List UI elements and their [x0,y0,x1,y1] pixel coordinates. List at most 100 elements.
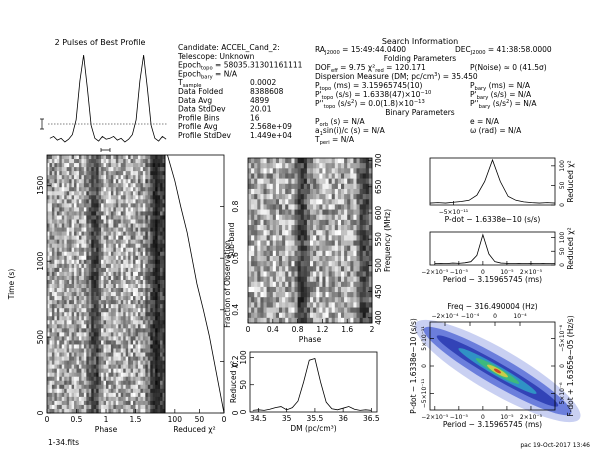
noise-cell [51,175,55,180]
noise-cell [113,271,117,277]
noise-cell [135,163,139,168]
noise-cell [160,380,163,386]
noise-cell [266,281,270,288]
noise-cell [145,175,149,180]
noise-cell [123,352,126,357]
x-tick-label: 2 [370,325,375,334]
noise-cell [115,223,119,228]
noise-cell [66,348,70,353]
noise-cell [285,317,289,324]
noise-cell [110,175,114,180]
noise-cell [260,286,264,293]
noise-cell [157,155,161,160]
noise-cell [133,400,136,406]
noise-cell [147,288,151,293]
noise-cell [316,214,320,221]
noise-cell [300,317,305,324]
noise-cell [110,203,114,208]
noise-cell [279,276,283,283]
noise-cell [76,171,80,176]
noise-cell [263,158,267,164]
noise-cell [160,239,163,244]
noise-cell [93,340,97,345]
noise-cell [137,267,141,273]
noise-cell [120,340,124,345]
noise-cell [331,158,336,164]
noise-cell [334,297,339,303]
noise-cell [272,163,277,169]
noise-cell [248,178,252,185]
noise-cell [285,292,289,298]
noise-cell [347,235,351,241]
noise-cell [113,284,117,289]
noise-cell [282,178,286,185]
noise-cell [150,396,154,402]
noise-cell [160,187,163,192]
noise-cell [115,320,119,325]
noise-cell [130,392,134,398]
noise-cell [56,279,60,285]
noise-cell [115,199,119,204]
noise-cell [347,158,351,164]
noise-cell [147,247,151,253]
noise-cell [269,225,274,231]
noise-cell [101,267,104,273]
y2-tick-label: 500 [374,258,383,273]
noise-cell [113,219,117,224]
noise-cell [59,300,63,305]
noise-cell [291,317,295,324]
noise-cell [81,380,85,386]
noise-cell [76,316,80,321]
noise-cell [54,352,58,357]
noise-cell [93,388,97,394]
noise-cell [157,340,161,345]
noise-cell [59,296,63,301]
noise-cell [96,195,99,200]
noise-cell [49,392,53,398]
noise-cell [78,167,82,172]
noise-cell [108,372,112,378]
noise-cell [56,271,60,277]
noise-cell [74,308,77,313]
noise-cell [81,400,85,406]
noise-cell [142,175,146,180]
noise-cell [47,263,50,269]
noise-cell [263,312,267,319]
text-fragment: (s/s) = N/A [488,90,532,99]
noise-cell [152,376,156,382]
noise-cell [106,211,109,216]
noise-cell [54,199,58,204]
noise-cell [86,171,90,176]
noise-cell [128,259,131,265]
noise-cell [322,158,326,164]
noise-cell [47,191,50,196]
noise-cell [61,364,65,369]
noise-cell [88,360,92,365]
noise-cell [69,199,72,204]
noise-cell [282,199,286,205]
noise-cell [61,155,65,160]
noise-cell [291,312,295,319]
noise-cell [106,255,109,261]
noise-cell [288,255,292,262]
noise-cell [54,372,58,378]
noise-cell [137,275,141,281]
noise-cell [325,255,329,262]
noise-cell [137,179,141,184]
noise-cell [359,261,363,267]
noise-cell [115,344,119,349]
noise-cell [365,261,370,267]
noise-cell [56,316,60,321]
noise-cell [303,178,308,185]
noise-cell [61,167,65,172]
noise-cell [81,211,85,216]
noise-cell [51,308,55,313]
noise-cell [64,328,67,333]
noise-cell [76,284,80,289]
noise-cell [113,255,117,261]
noise-cell [123,312,126,317]
noise-cell [331,183,336,190]
noise-cell [88,227,92,232]
noise-cell [83,320,87,325]
noise-cell [133,175,136,180]
